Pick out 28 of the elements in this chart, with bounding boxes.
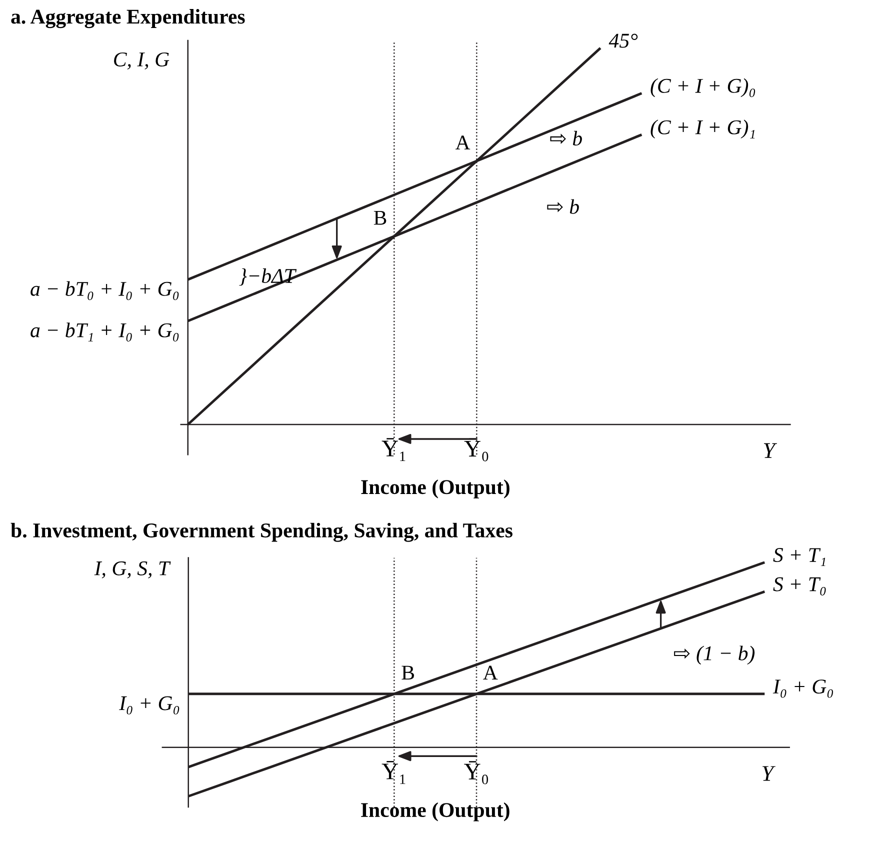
series-label: (C + I + G)₁ — [650, 120, 755, 139]
x-tick-label: Ȳ₁ — [382, 438, 406, 461]
annotation: ⇨ b — [547, 199, 579, 214]
x-axis-title: Income (Output) — [361, 802, 510, 822]
y-axis-title: I, G, S, T — [94, 561, 171, 578]
series-label: S + T₁ — [773, 548, 826, 566]
annotation: B — [402, 666, 414, 680]
x-tick-label: Ȳ₁ — [382, 760, 406, 784]
text: a − bT₁ + I₀ + G₀ — [30, 322, 179, 342]
annotation: ⇨ b — [550, 130, 582, 146]
annotation: A — [455, 136, 470, 150]
x-axis-title: Income (Output) — [361, 479, 510, 498]
annotation: B — [374, 210, 386, 225]
annotation: }−bΔT — [239, 268, 297, 286]
annotation: A — [483, 666, 498, 680]
series-label: S + T₀ — [773, 577, 826, 596]
annotation: Y — [762, 766, 776, 781]
x-tick-label: Ȳ₀ — [464, 761, 488, 784]
chart-title: b. Investment, Government Spending, Saving, and Taxes — [10, 522, 512, 542]
chart-title: a. Aggregate Expenditures — [11, 9, 245, 28]
series-label: (C + I + G)₀ — [650, 78, 756, 98]
annotation: I₀ + G₀ — [119, 696, 180, 714]
text: Y — [764, 443, 778, 458]
text: a − bT₀ + I₀ + G₀ — [30, 281, 179, 300]
y-axis-title: C, I, G — [114, 52, 170, 70]
series-label: I₀ + G₀ — [772, 680, 834, 698]
annotation: ⇨ (1 − b) — [674, 646, 755, 665]
series-label: 45° — [608, 34, 638, 48]
